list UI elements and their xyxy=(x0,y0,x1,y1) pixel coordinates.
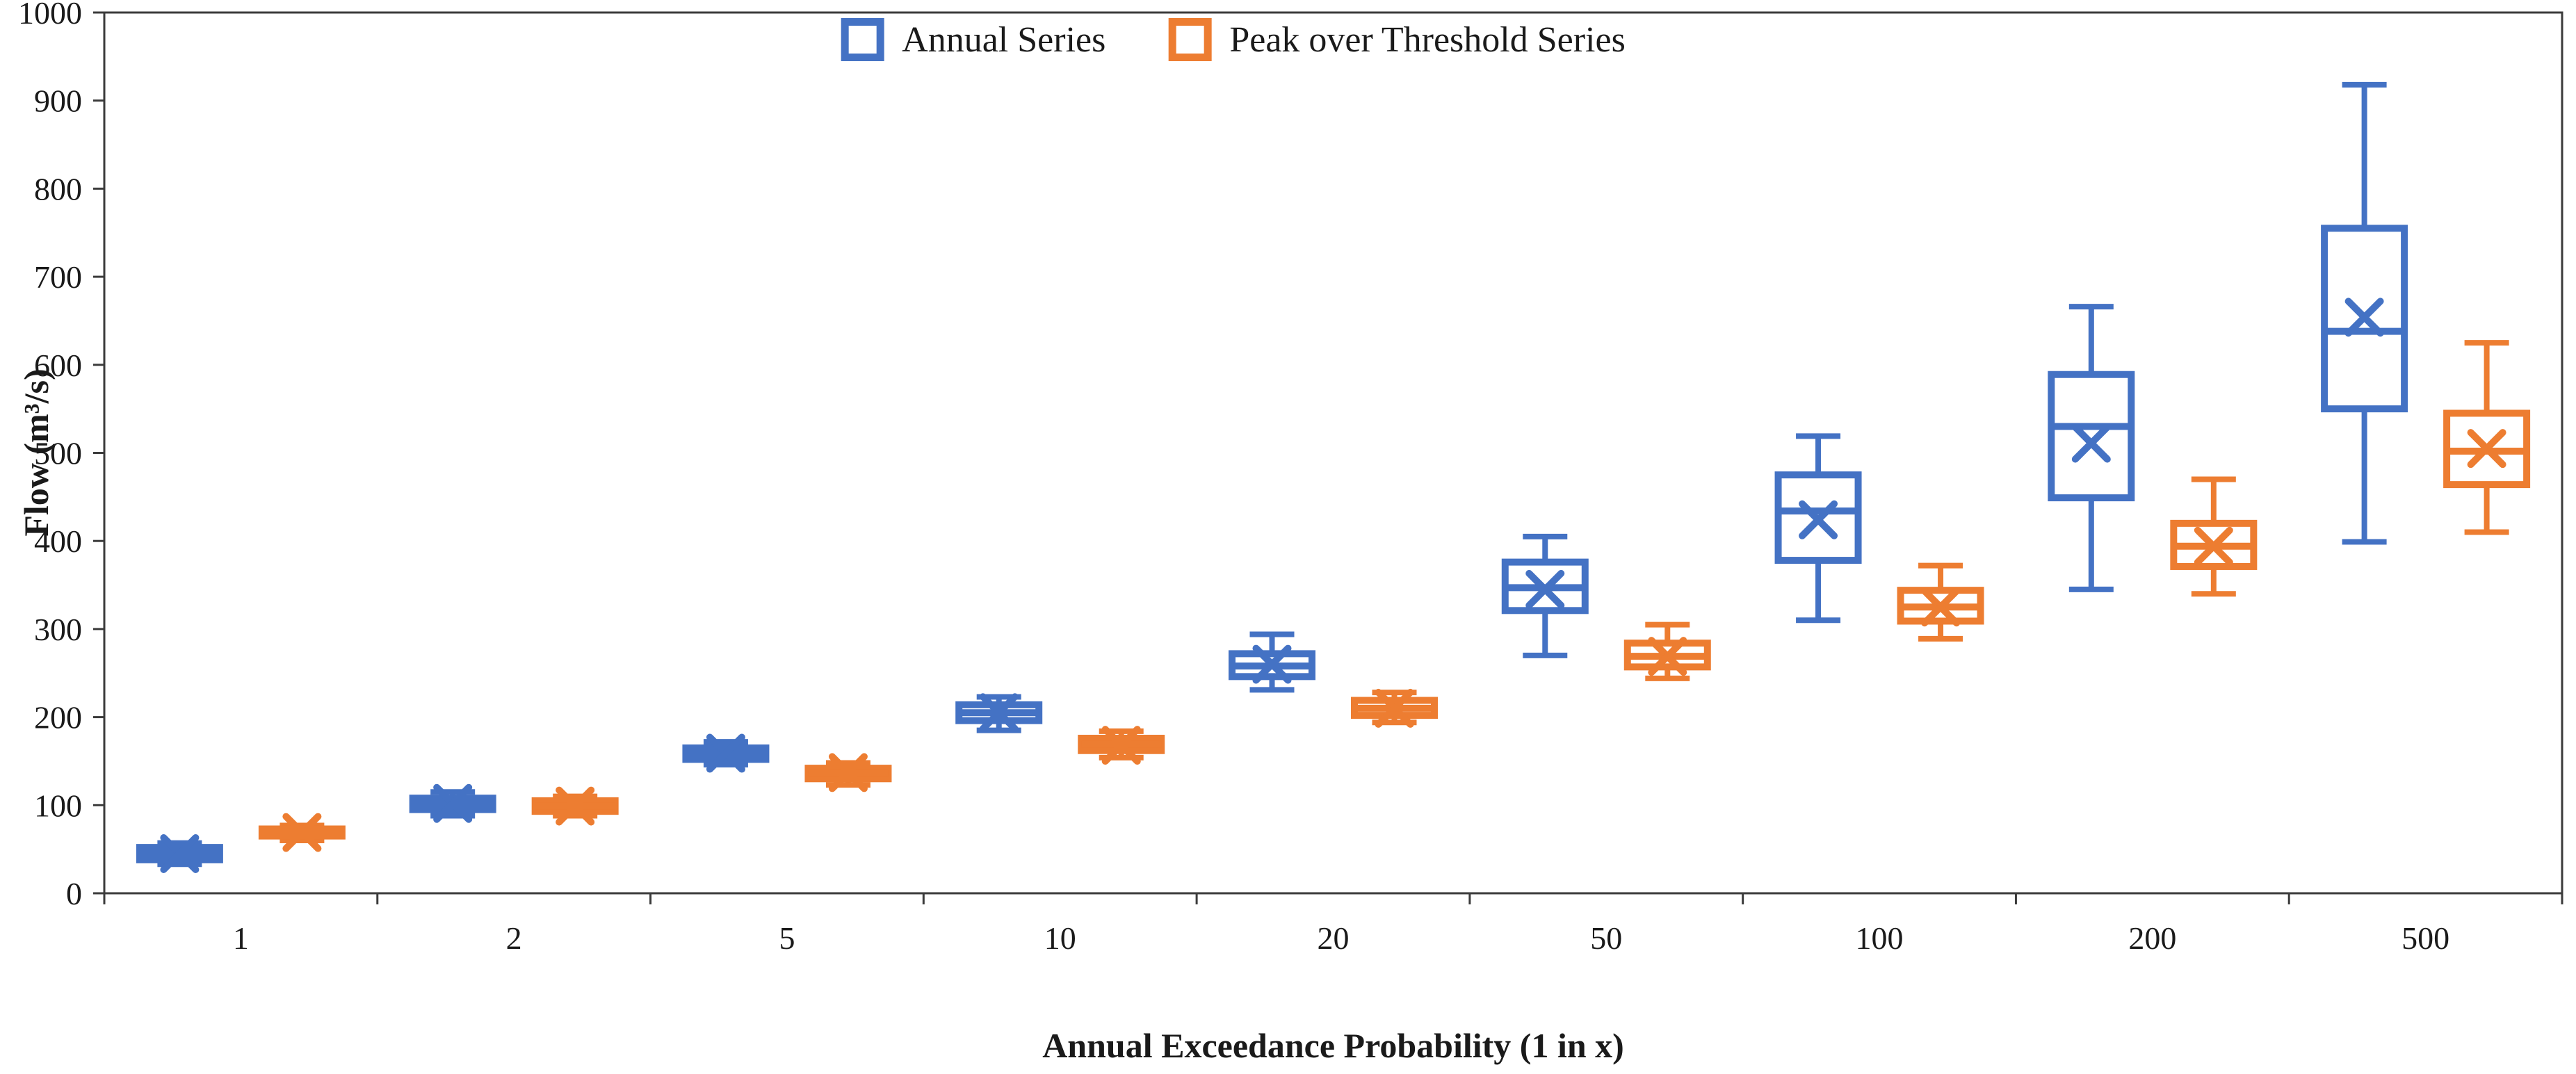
box-pot-500 xyxy=(2443,340,2531,535)
y-tick-label: 300 xyxy=(34,612,82,647)
y-axis-title: Flow (m³/s) xyxy=(17,368,56,537)
legend-swatch-annual-icon xyxy=(841,18,884,61)
x-tick-label: 50 xyxy=(1590,920,1622,956)
x-tick-label: 500 xyxy=(2401,920,2449,956)
box-annual-10 xyxy=(955,693,1043,733)
y-tick-label: 700 xyxy=(34,259,82,295)
box-pot-20 xyxy=(1351,688,1438,728)
x-axis-title: Annual Exceedance Probability (1 in x) xyxy=(1042,1026,1624,1065)
box-pot-200 xyxy=(2170,476,2258,597)
legend-item-annual-series: Annual Series xyxy=(841,18,1105,61)
legend: Annual Series Peak over Threshold Series xyxy=(841,18,1626,61)
plot-border xyxy=(103,11,2563,895)
box-pot-10 xyxy=(1078,726,1165,765)
box-pot-1 xyxy=(258,813,346,852)
x-tick-label: 2 xyxy=(506,920,522,956)
y-tick-label: 200 xyxy=(34,700,82,735)
box-annual-500 xyxy=(2321,81,2408,545)
box-annual-50 xyxy=(1501,533,1589,658)
legend-label-pot-series: Peak over Threshold Series xyxy=(1229,19,1626,60)
box-annual-1 xyxy=(136,833,223,873)
y-tick-label: 600 xyxy=(34,348,82,383)
y-tick-label: 0 xyxy=(66,876,82,911)
box-annual-100 xyxy=(1774,433,1862,624)
y-tick-label: 400 xyxy=(34,523,82,559)
y-tick-label: 1000 xyxy=(18,0,82,31)
x-tick-label: 1 xyxy=(233,920,249,956)
x-tick-label: 10 xyxy=(1044,920,1076,956)
box-annual-200 xyxy=(2048,304,2135,592)
x-tick-label: 5 xyxy=(779,920,795,956)
y-tick-label: 900 xyxy=(34,83,82,119)
box-pot-50 xyxy=(1623,621,1711,681)
x-tick-label: 20 xyxy=(1318,920,1350,956)
box-annual-2 xyxy=(409,783,496,823)
legend-item-pot-series: Peak over Threshold Series xyxy=(1168,18,1626,61)
box-pot-100 xyxy=(1897,562,1984,642)
box-pot-5 xyxy=(804,753,892,792)
box-annual-5 xyxy=(682,733,770,773)
y-tick-label: 500 xyxy=(34,436,82,471)
legend-swatch-pot-icon xyxy=(1168,18,1212,61)
legend-label-annual-series: Annual Series xyxy=(902,19,1106,60)
x-tick-label: 200 xyxy=(2128,920,2176,956)
y-tick-label: 800 xyxy=(34,171,82,206)
box-pot-2 xyxy=(531,786,619,826)
box-annual-20 xyxy=(1229,631,1315,693)
x-tick-label: 100 xyxy=(1856,920,1904,956)
y-tick-label: 100 xyxy=(34,788,82,823)
